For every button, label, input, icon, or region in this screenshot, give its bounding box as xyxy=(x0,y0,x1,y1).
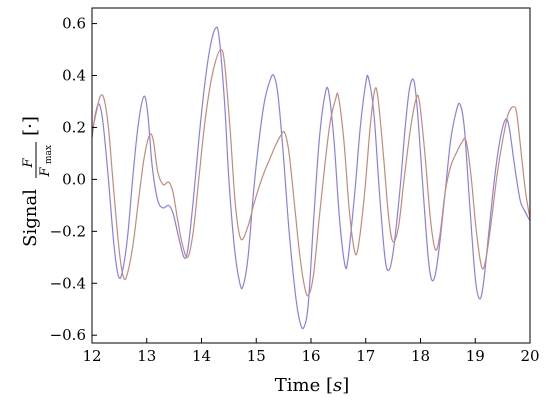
x-axis: 12 13 14 15 16 17 18 19 20 xyxy=(82,338,540,365)
series-layer xyxy=(91,26,531,330)
series-line-2 xyxy=(91,48,531,297)
x-tick-label: 14 xyxy=(192,347,211,365)
x-tick-label: 18 xyxy=(411,347,430,365)
y-tick-label: −0.4 xyxy=(50,274,86,292)
y-axis-label: Signal F F max [·] xyxy=(20,116,54,247)
x-tick-label: 12 xyxy=(82,347,101,365)
y-tick-label: 0.6 xyxy=(62,15,86,33)
y-tick-label: 0.2 xyxy=(62,118,86,136)
y-tick-label: −0.2 xyxy=(50,222,86,240)
x-tick-label: 17 xyxy=(356,347,375,365)
y-axis: −0.6 −0.4 −0.2 0.0 0.2 0.4 0.6 xyxy=(50,15,97,344)
x-tick-label: 13 xyxy=(137,347,156,365)
x-tick-label: 16 xyxy=(301,347,320,365)
y-axis-label-frac-sub: max xyxy=(44,145,54,164)
y-axis-label-frac-den: F xyxy=(38,167,53,178)
y-axis-label-frac-num: F xyxy=(21,158,36,169)
y-axis-label-main: Signal xyxy=(20,189,41,247)
series-line-1 xyxy=(91,26,531,330)
x-axis-label: Time [s] xyxy=(275,375,350,396)
x-tick-label: 15 xyxy=(247,347,266,365)
y-tick-label: 0.0 xyxy=(62,170,86,188)
y-axis-label-unit: [·] xyxy=(20,116,41,136)
x-tick-label: 20 xyxy=(520,347,539,365)
x-tick-label: 19 xyxy=(466,347,485,365)
y-tick-label: −0.6 xyxy=(50,326,86,344)
plot-frame xyxy=(91,7,531,344)
y-tick-label: 0.4 xyxy=(62,67,86,85)
